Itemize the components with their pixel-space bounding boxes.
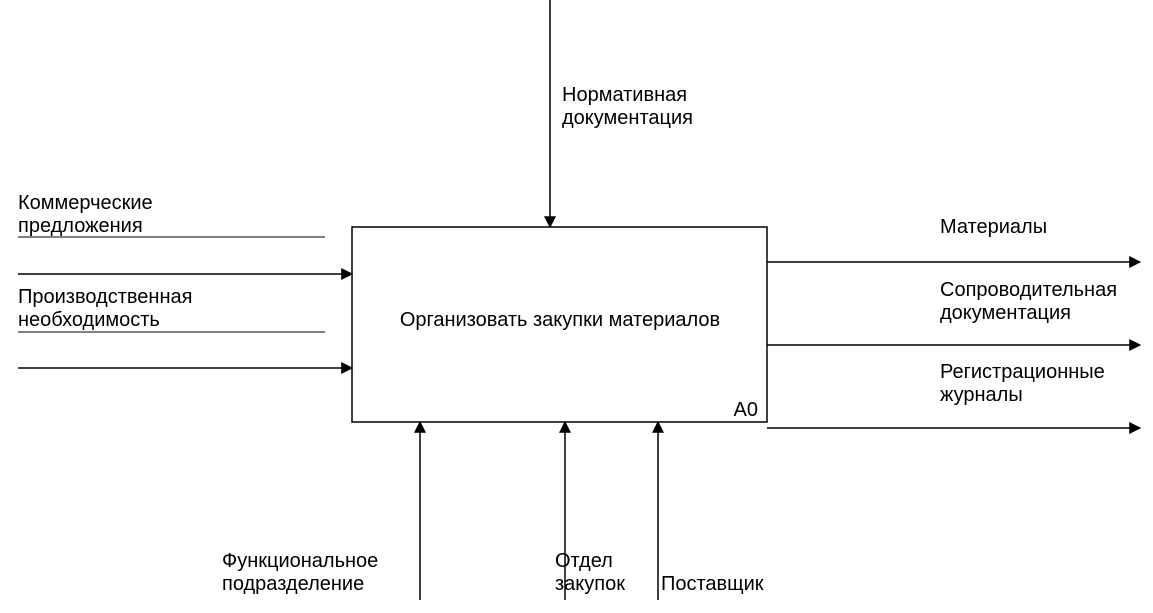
diagram-label: Сопроводительная (940, 279, 1117, 301)
diagram-label: подразделение (222, 573, 364, 595)
idef0-diagram: Организовать закупки материалов A0 Нормати… (0, 0, 1153, 613)
diagram-label: Отдел (555, 550, 613, 572)
diagram-label: необходимость (18, 309, 160, 331)
diagram-label: документация (562, 107, 693, 129)
diagram-label: предложения (18, 215, 143, 237)
diagram-label: Материалы (940, 216, 1047, 238)
diagram-label: Коммерческие (18, 192, 153, 214)
diagram-label: Производственная (18, 286, 192, 308)
activity-box-label: Организовать закупки материалов (400, 309, 720, 331)
activity-box-id: A0 (734, 399, 758, 421)
diagram-label: документация (940, 302, 1071, 324)
diagram-label: Поставщик (661, 573, 764, 595)
diagram-label: Регистрационные (940, 361, 1105, 383)
diagram-label: закупок (555, 573, 625, 595)
diagram-label: журналы (940, 384, 1023, 406)
diagram-label: Функциональное (222, 550, 378, 572)
diagram-label: Нормативная (562, 84, 687, 106)
